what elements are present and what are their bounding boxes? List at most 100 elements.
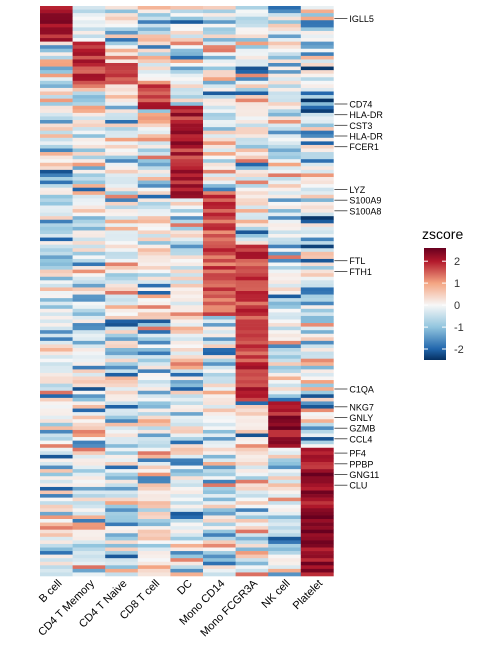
heatmap-cell bbox=[268, 465, 302, 470]
heatmap-cell bbox=[40, 547, 73, 552]
heatmap-cell bbox=[235, 184, 269, 188]
heatmap-cell bbox=[235, 429, 269, 434]
heatmap-cell bbox=[137, 55, 171, 60]
heatmap-cell bbox=[235, 483, 269, 488]
heatmap-cell bbox=[105, 137, 139, 142]
heatmap-cell bbox=[300, 462, 334, 466]
heatmap-cell bbox=[40, 511, 73, 516]
heatmap-cell bbox=[137, 365, 171, 370]
heatmap-cell bbox=[268, 344, 302, 349]
heatmap-cell bbox=[105, 315, 139, 320]
heatmap-cell bbox=[72, 465, 106, 470]
heatmap-cell bbox=[72, 276, 106, 281]
heatmap-cell bbox=[137, 244, 171, 249]
heatmap-cell bbox=[300, 390, 334, 395]
heatmap-cell bbox=[268, 255, 302, 260]
heatmap-cell bbox=[137, 6, 171, 10]
heatmap-cell bbox=[72, 479, 106, 484]
heatmap-cell bbox=[40, 248, 73, 253]
heatmap-cell bbox=[137, 547, 171, 552]
heatmap-cell bbox=[105, 162, 139, 167]
heatmap-cell bbox=[235, 551, 269, 555]
heatmap-cell bbox=[235, 280, 269, 285]
heatmap-cell bbox=[40, 337, 73, 342]
heatmap-cell bbox=[170, 522, 204, 527]
heatmap-cell bbox=[300, 515, 334, 520]
heatmap-cell bbox=[170, 87, 204, 92]
heatmap-cell bbox=[203, 551, 236, 555]
heatmap-cell bbox=[203, 558, 236, 563]
heatmap-cell bbox=[40, 141, 73, 146]
heatmap-cell bbox=[170, 444, 204, 449]
heatmap-cell bbox=[203, 23, 236, 28]
heatmap-cell bbox=[40, 529, 73, 534]
heatmap-cell bbox=[170, 66, 204, 71]
heatmap-cell bbox=[105, 194, 139, 199]
heatmap-cell bbox=[137, 48, 171, 53]
heatmap-cell bbox=[268, 109, 302, 114]
heatmap-cell bbox=[72, 504, 106, 509]
heatmap-cell bbox=[72, 159, 106, 164]
heatmap-cell bbox=[268, 209, 302, 213]
heatmap-cell bbox=[203, 497, 236, 502]
heatmap-cell bbox=[235, 38, 269, 42]
heatmap-cell bbox=[300, 433, 334, 438]
heatmap-cell bbox=[170, 551, 204, 555]
heatmap-cell bbox=[105, 16, 139, 21]
heatmap-cell bbox=[72, 55, 106, 60]
heatmap-cell bbox=[300, 127, 334, 131]
heatmap-cell bbox=[40, 144, 73, 149]
heatmap-cell bbox=[137, 397, 171, 402]
heatmap-cell bbox=[300, 394, 334, 399]
heatmap-cell bbox=[40, 451, 73, 456]
heatmap-cell bbox=[72, 568, 106, 573]
heatmap-cell bbox=[170, 508, 204, 513]
heatmap-cell bbox=[300, 372, 334, 377]
heatmap-cell bbox=[105, 465, 139, 470]
heatmap-cell bbox=[170, 27, 204, 32]
heatmap-cell bbox=[170, 102, 204, 107]
heatmap-cell bbox=[72, 30, 106, 35]
heatmap-cell bbox=[137, 166, 171, 171]
heatmap-cell bbox=[235, 166, 269, 171]
heatmap-cell bbox=[137, 177, 171, 181]
heatmap-cell bbox=[40, 95, 73, 99]
heatmap-cell bbox=[40, 162, 73, 167]
heatmap-cell bbox=[40, 137, 73, 142]
heatmap-cell bbox=[137, 66, 171, 71]
heatmap-cell bbox=[137, 237, 171, 242]
heatmap-cell bbox=[235, 201, 269, 206]
heatmap-cell bbox=[300, 301, 334, 306]
heatmap-cell bbox=[72, 501, 106, 506]
heatmap-cell bbox=[300, 248, 334, 253]
heatmap-cell bbox=[72, 105, 106, 110]
heatmap-cell bbox=[300, 376, 334, 381]
heatmap-cell bbox=[137, 280, 171, 285]
colorbar-legend: zscore 2 1 0 -1 -2 bbox=[422, 226, 464, 360]
heatmap-cell bbox=[170, 48, 204, 53]
heatmap-cell bbox=[137, 315, 171, 320]
heatmap-cell bbox=[40, 351, 73, 356]
heatmap-cell bbox=[105, 255, 139, 260]
heatmap-cell bbox=[105, 536, 139, 541]
heatmap-cell bbox=[203, 561, 236, 566]
heatmap-cell bbox=[203, 351, 236, 356]
heatmap-cell bbox=[235, 508, 269, 513]
heatmap-cell bbox=[72, 412, 106, 416]
heatmap-cell bbox=[72, 372, 106, 377]
heatmap-cell bbox=[40, 522, 73, 527]
heatmap-cell bbox=[137, 120, 171, 124]
heatmap-cell bbox=[105, 248, 139, 253]
heatmap-cell bbox=[268, 529, 302, 534]
heatmap-cell bbox=[170, 429, 204, 434]
heatmap-cell bbox=[203, 212, 236, 217]
heatmap-cell bbox=[235, 112, 269, 117]
heatmap-cell bbox=[203, 276, 236, 281]
heatmap-cell bbox=[203, 237, 236, 242]
heatmap-cell bbox=[72, 41, 106, 46]
heatmap-cell bbox=[137, 287, 171, 292]
heatmap-cell bbox=[170, 112, 204, 117]
heatmap-cell bbox=[105, 462, 139, 466]
heatmap-cell bbox=[105, 330, 139, 335]
heatmap-cell bbox=[300, 73, 334, 78]
